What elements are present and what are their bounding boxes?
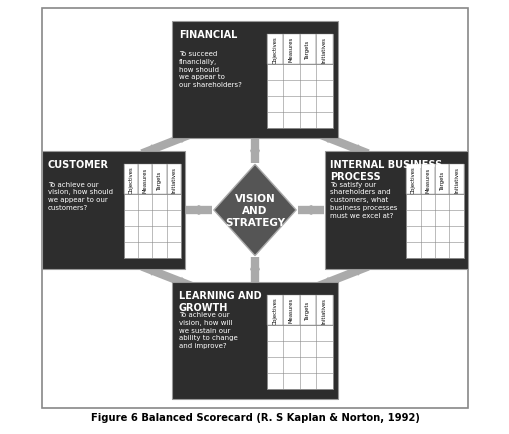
Text: Targets: Targets	[305, 300, 310, 319]
Bar	[420, 165, 434, 195]
Text: VISION
AND
STRATEGY: VISION AND STRATEGY	[224, 193, 285, 228]
Bar	[282, 295, 299, 325]
Text: Measures: Measures	[143, 167, 148, 192]
Bar	[448, 165, 463, 195]
Text: Initiatives: Initiatives	[171, 167, 176, 193]
Text: LEARNING AND
GROWTH: LEARNING AND GROWTH	[179, 290, 261, 312]
Bar	[324, 152, 467, 269]
Bar	[123, 165, 138, 195]
Bar	[299, 295, 316, 325]
Bar	[266, 35, 332, 128]
Text: To succeed
financially,
how should
we appear to
our shareholders?: To succeed financially, how should we ap…	[179, 51, 241, 88]
Bar	[266, 295, 282, 325]
Text: Measures: Measures	[288, 37, 293, 62]
Bar	[282, 35, 299, 65]
Bar	[172, 282, 337, 399]
Bar	[316, 35, 332, 65]
Text: Objectives: Objectives	[272, 296, 277, 324]
Text: Objectives: Objectives	[272, 36, 277, 63]
Text: Figure 6 Balanced Scorecard (R. S Kaplan & Norton, 1992): Figure 6 Balanced Scorecard (R. S Kaplan…	[91, 412, 418, 421]
Text: FINANCIAL: FINANCIAL	[179, 30, 237, 40]
Text: Targets: Targets	[439, 170, 444, 189]
Text: Targets: Targets	[305, 40, 310, 59]
Text: Targets: Targets	[157, 170, 162, 189]
Text: Objectives: Objectives	[410, 166, 415, 194]
Bar	[406, 165, 420, 195]
Text: Initiatives: Initiatives	[454, 167, 458, 193]
Bar	[299, 35, 316, 65]
Bar	[42, 152, 185, 269]
Bar	[434, 165, 448, 195]
Bar	[172, 22, 337, 139]
Polygon shape	[213, 165, 296, 256]
Text: Initiatives: Initiatives	[321, 36, 326, 62]
Text: To achieve our
vision, how should
we appear to our
customers?: To achieve our vision, how should we app…	[47, 181, 112, 210]
Bar	[316, 295, 332, 325]
Bar	[266, 295, 332, 389]
Text: Objectives: Objectives	[128, 166, 133, 194]
Text: CUSTOMER: CUSTOMER	[47, 160, 108, 170]
Text: To achieve our
vision, how will
we sustain our
ability to change
and improve?: To achieve our vision, how will we susta…	[179, 312, 237, 349]
Text: Initiatives: Initiatives	[321, 297, 326, 323]
Text: Measures: Measures	[288, 297, 293, 322]
Bar	[152, 165, 166, 195]
Bar	[123, 165, 181, 259]
Bar	[166, 165, 181, 195]
Bar	[138, 165, 152, 195]
Bar	[406, 165, 463, 259]
Bar	[266, 35, 282, 65]
Text: INTERNAL BUSINESS
PROCESS: INTERNAL BUSINESS PROCESS	[330, 160, 442, 182]
Text: Measures: Measures	[425, 167, 430, 192]
Text: To satisfy our
shareholders and
customers, what
business processes
must we excel: To satisfy our shareholders and customer…	[330, 181, 397, 218]
